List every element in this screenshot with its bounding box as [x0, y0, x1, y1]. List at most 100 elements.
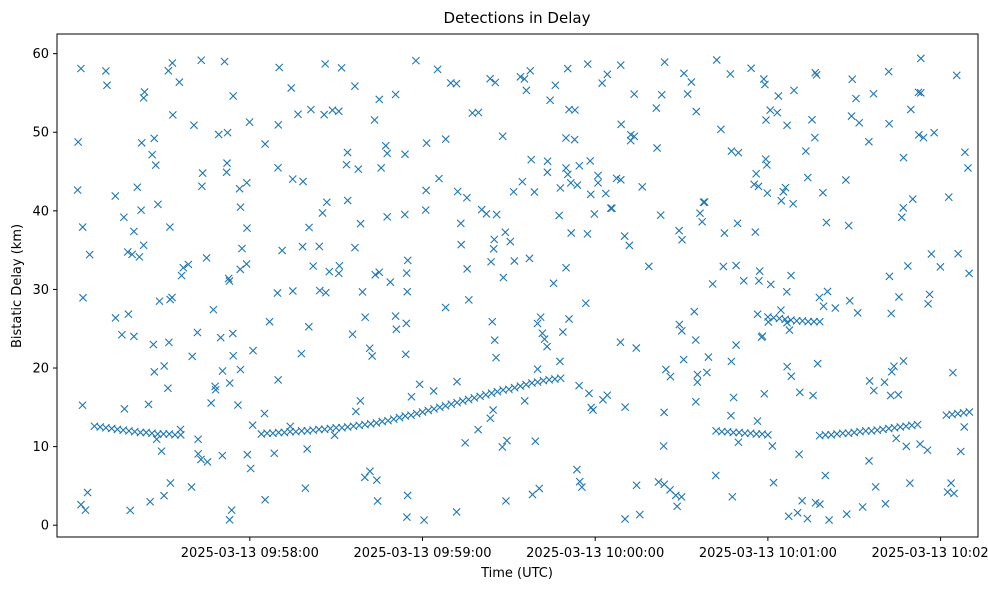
detection-point — [851, 94, 860, 103]
detection-point — [487, 257, 496, 266]
detection-point — [315, 286, 324, 295]
detection-point — [960, 422, 969, 431]
detection-point — [555, 357, 564, 366]
detection-point — [516, 72, 525, 81]
track-point — [383, 416, 392, 425]
detection-point — [897, 213, 906, 222]
detection-point — [594, 171, 603, 180]
detection-point — [530, 188, 539, 197]
detection-point — [963, 163, 972, 172]
plot-frame — [56, 33, 979, 538]
detection-point — [163, 384, 172, 393]
detection-point — [886, 391, 895, 400]
detection-point — [543, 342, 552, 351]
detection-point — [242, 259, 251, 268]
detection-point — [936, 262, 945, 271]
detection-point — [334, 269, 343, 278]
track-point — [159, 430, 168, 439]
detection-point — [198, 169, 207, 178]
detection-point — [607, 204, 616, 213]
track-point — [516, 382, 525, 391]
detection-point — [603, 70, 612, 79]
detection-point — [638, 182, 647, 191]
detection-point — [370, 116, 379, 124]
detection-point — [716, 125, 725, 134]
detection-point — [712, 55, 721, 64]
detection-point — [855, 118, 864, 127]
detection-point — [810, 133, 819, 142]
x-tick-label: 2025-03-13 09:59:00 — [353, 546, 491, 561]
detection-point — [488, 317, 497, 326]
track-point — [717, 427, 726, 436]
detection-point — [621, 515, 630, 524]
detection-point — [687, 78, 696, 87]
detection-point — [815, 500, 824, 509]
detection-point — [528, 490, 537, 499]
detection-point — [825, 516, 834, 525]
detection-point — [903, 261, 912, 270]
detection-point — [930, 128, 939, 137]
track-point — [458, 397, 467, 406]
detection-point — [270, 449, 279, 458]
detection-point — [168, 58, 177, 67]
detection-point — [274, 375, 283, 384]
detection-point — [606, 204, 615, 213]
track-point — [435, 403, 444, 412]
detection-point — [822, 218, 831, 227]
detection-point — [885, 272, 894, 281]
track-point — [815, 317, 824, 326]
detection-point — [787, 372, 796, 381]
detection-point — [184, 260, 193, 269]
detection-point — [563, 64, 572, 73]
detection-point — [546, 96, 555, 105]
detection-point — [420, 516, 429, 525]
detection-point — [224, 274, 233, 283]
track-point — [792, 316, 801, 325]
detection-point — [452, 79, 461, 88]
detection-point — [538, 329, 547, 338]
detection-point — [821, 471, 830, 480]
track-point — [504, 385, 513, 394]
detection-point — [350, 82, 359, 91]
detection-point — [218, 451, 227, 460]
detection-point — [164, 338, 173, 347]
detection-point — [795, 450, 804, 459]
detection-point — [954, 249, 963, 258]
detection-point — [733, 219, 742, 228]
detection-point — [218, 366, 227, 375]
track-point — [510, 383, 519, 392]
detection-point — [278, 246, 287, 255]
track-point — [763, 430, 772, 439]
detection-point — [123, 248, 132, 256]
detection-point — [360, 473, 369, 482]
x-tick-label: 2025-03-13 09:58:00 — [181, 546, 319, 561]
detection-point — [225, 515, 234, 524]
detection-point — [322, 198, 331, 207]
detection-point — [356, 396, 365, 405]
detection-point — [726, 69, 735, 78]
track-point — [487, 389, 496, 398]
detection-point — [499, 273, 508, 282]
track-point — [522, 380, 531, 389]
detection-point — [747, 64, 756, 73]
detection-point — [847, 112, 856, 121]
data-points — [73, 54, 974, 525]
detection-point — [616, 61, 625, 70]
detection-point — [381, 141, 390, 150]
detection-point — [211, 382, 220, 391]
track-point — [263, 429, 272, 438]
detection-point — [78, 223, 87, 232]
detection-point — [139, 241, 148, 250]
detection-point — [203, 457, 212, 466]
detection-point — [533, 319, 542, 328]
detection-point — [864, 137, 873, 146]
detection-point — [781, 183, 790, 192]
detection-point — [916, 440, 925, 449]
detection-point — [189, 121, 198, 130]
detection-point — [356, 219, 365, 228]
detection-point — [575, 477, 584, 486]
detection-point — [783, 362, 792, 371]
detection-point — [925, 290, 934, 299]
detection-point — [803, 173, 812, 182]
detection-point — [368, 352, 377, 361]
